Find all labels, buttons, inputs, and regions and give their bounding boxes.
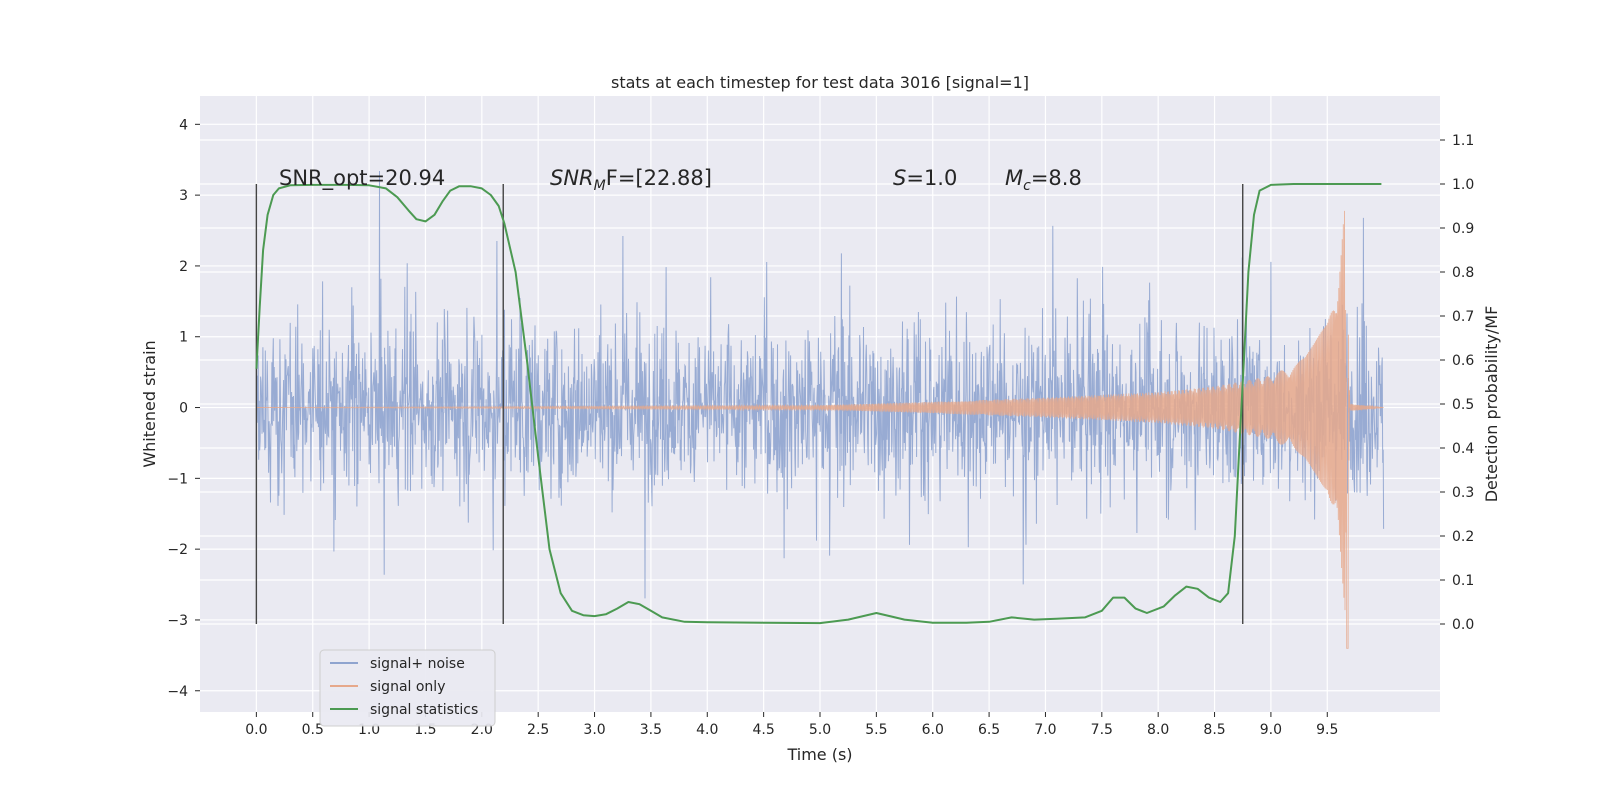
y2-tick-label-10: 0.1 — [1452, 573, 1474, 589]
y-tick-label-1: 3 — [179, 188, 188, 204]
y2-tick-label-9: 0.2 — [1452, 529, 1474, 545]
y2-tick-label-4: 0.7 — [1452, 309, 1474, 325]
x-tick-label-0: 0.0 — [245, 722, 267, 738]
annotation-snr-opt: SNR_opt=20.94 — [279, 166, 445, 191]
legend-label-noise: signal+ noise — [370, 656, 465, 672]
x-tick-label-13: 6.5 — [978, 722, 1000, 738]
y-tick-label-4: 0 — [179, 401, 188, 417]
annotation-snr-mf-main: SNR — [550, 166, 594, 190]
x-tick-label-12: 6.0 — [922, 722, 944, 738]
annotation-snr-mf-sub: M — [594, 178, 606, 194]
y2-tick-label-1: 1.0 — [1452, 177, 1474, 193]
y2-tick-label-2: 0.9 — [1452, 221, 1474, 237]
vertical-markers — [255, 184, 1244, 624]
legend-label-signal: signal only — [370, 679, 445, 695]
annotation-s: S=1.0 — [893, 166, 957, 190]
y-tick-label-8: −4 — [167, 684, 188, 700]
y-axis-label: Whitened strain — [140, 340, 159, 467]
x-tick-label-19: 9.5 — [1316, 722, 1338, 738]
x-axis-ticks: 0.0 0.5 1.0 1.5 2.0 2.5 3.0 3.5 4.0 4.5 5.0 5.5 6.0 6… — [245, 712, 1338, 738]
y2-tick-label-3: 0.8 — [1452, 265, 1474, 281]
x-tick-label-1: 0.5 — [302, 722, 324, 738]
y2-tick-label-5: 0.6 — [1452, 353, 1474, 369]
y2-tick-label-11: 0.0 — [1452, 617, 1474, 633]
x-tick-label-18: 9.0 — [1260, 722, 1282, 738]
y-tick-label-0: 4 — [179, 117, 188, 133]
x-tick-label-8: 4.0 — [696, 722, 718, 738]
annotation-snr-mf: SNRMF=[22.88] — [550, 166, 712, 194]
y-tick-label-3: 1 — [179, 330, 188, 346]
series-signal-statistics — [255, 183, 1382, 625]
legend-box — [319, 649, 496, 727]
y2-tick-label-0: 1.1 — [1452, 133, 1474, 149]
x-tick-label-14: 7.0 — [1034, 722, 1056, 738]
y2-tick-label-7: 0.4 — [1452, 441, 1474, 457]
y2-tick-label-6: 0.5 — [1452, 397, 1474, 413]
x-tick-label-10: 5.0 — [809, 722, 831, 738]
x-axis-label: Time (s) — [786, 745, 852, 764]
annotation-s-main: S — [893, 166, 906, 190]
y2-axis-label: Detection probability/MF — [1482, 306, 1501, 503]
annotation-snr-mf-rest: F=[22.88] — [606, 166, 712, 190]
legend-label-stats: signal statistics — [370, 702, 478, 718]
y-tick-label-7: −3 — [167, 613, 188, 629]
legend: signal+ noise signal only signal statist… — [319, 649, 496, 727]
y2-tick-label-8: 0.3 — [1452, 485, 1474, 501]
annotation-mc-main: M — [1005, 166, 1023, 190]
x-tick-label-5: 2.5 — [527, 722, 549, 738]
chart-title: stats at each timestep for test data 301… — [611, 73, 1029, 92]
annotation-s-rest: =1.0 — [906, 166, 957, 190]
annotation-mc-sub: c — [1023, 178, 1031, 194]
line-signal-statistics — [255, 183, 1382, 625]
x-tick-label-7: 3.5 — [640, 722, 662, 738]
annotation-mc: Mc=8.8 — [1005, 166, 1082, 194]
x-tick-label-6: 3.0 — [583, 722, 605, 738]
y2-axis-ticks: 1.1 1.0 0.9 0.8 0.7 0.6 0.5 0.4 0.3 0.2 0.1 0.0 — [1440, 133, 1474, 633]
x-tick-label-16: 8.0 — [1147, 722, 1169, 738]
x-tick-label-9: 4.5 — [753, 722, 775, 738]
y-axis-ticks: 4 3 2 1 0 −1 −2 −3 −4 — [167, 117, 200, 700]
x-tick-label-11: 5.5 — [865, 722, 887, 738]
y-tick-label-5: −1 — [167, 471, 188, 487]
y-tick-label-6: −2 — [167, 542, 188, 558]
x-tick-label-17: 8.5 — [1203, 722, 1225, 738]
x-tick-label-15: 7.5 — [1091, 722, 1113, 738]
annotation-mc-rest: =8.8 — [1031, 166, 1082, 190]
line-signal-only — [256, 210, 1384, 649]
series-signal-only — [256, 210, 1384, 649]
y-tick-label-2: 2 — [179, 259, 188, 275]
